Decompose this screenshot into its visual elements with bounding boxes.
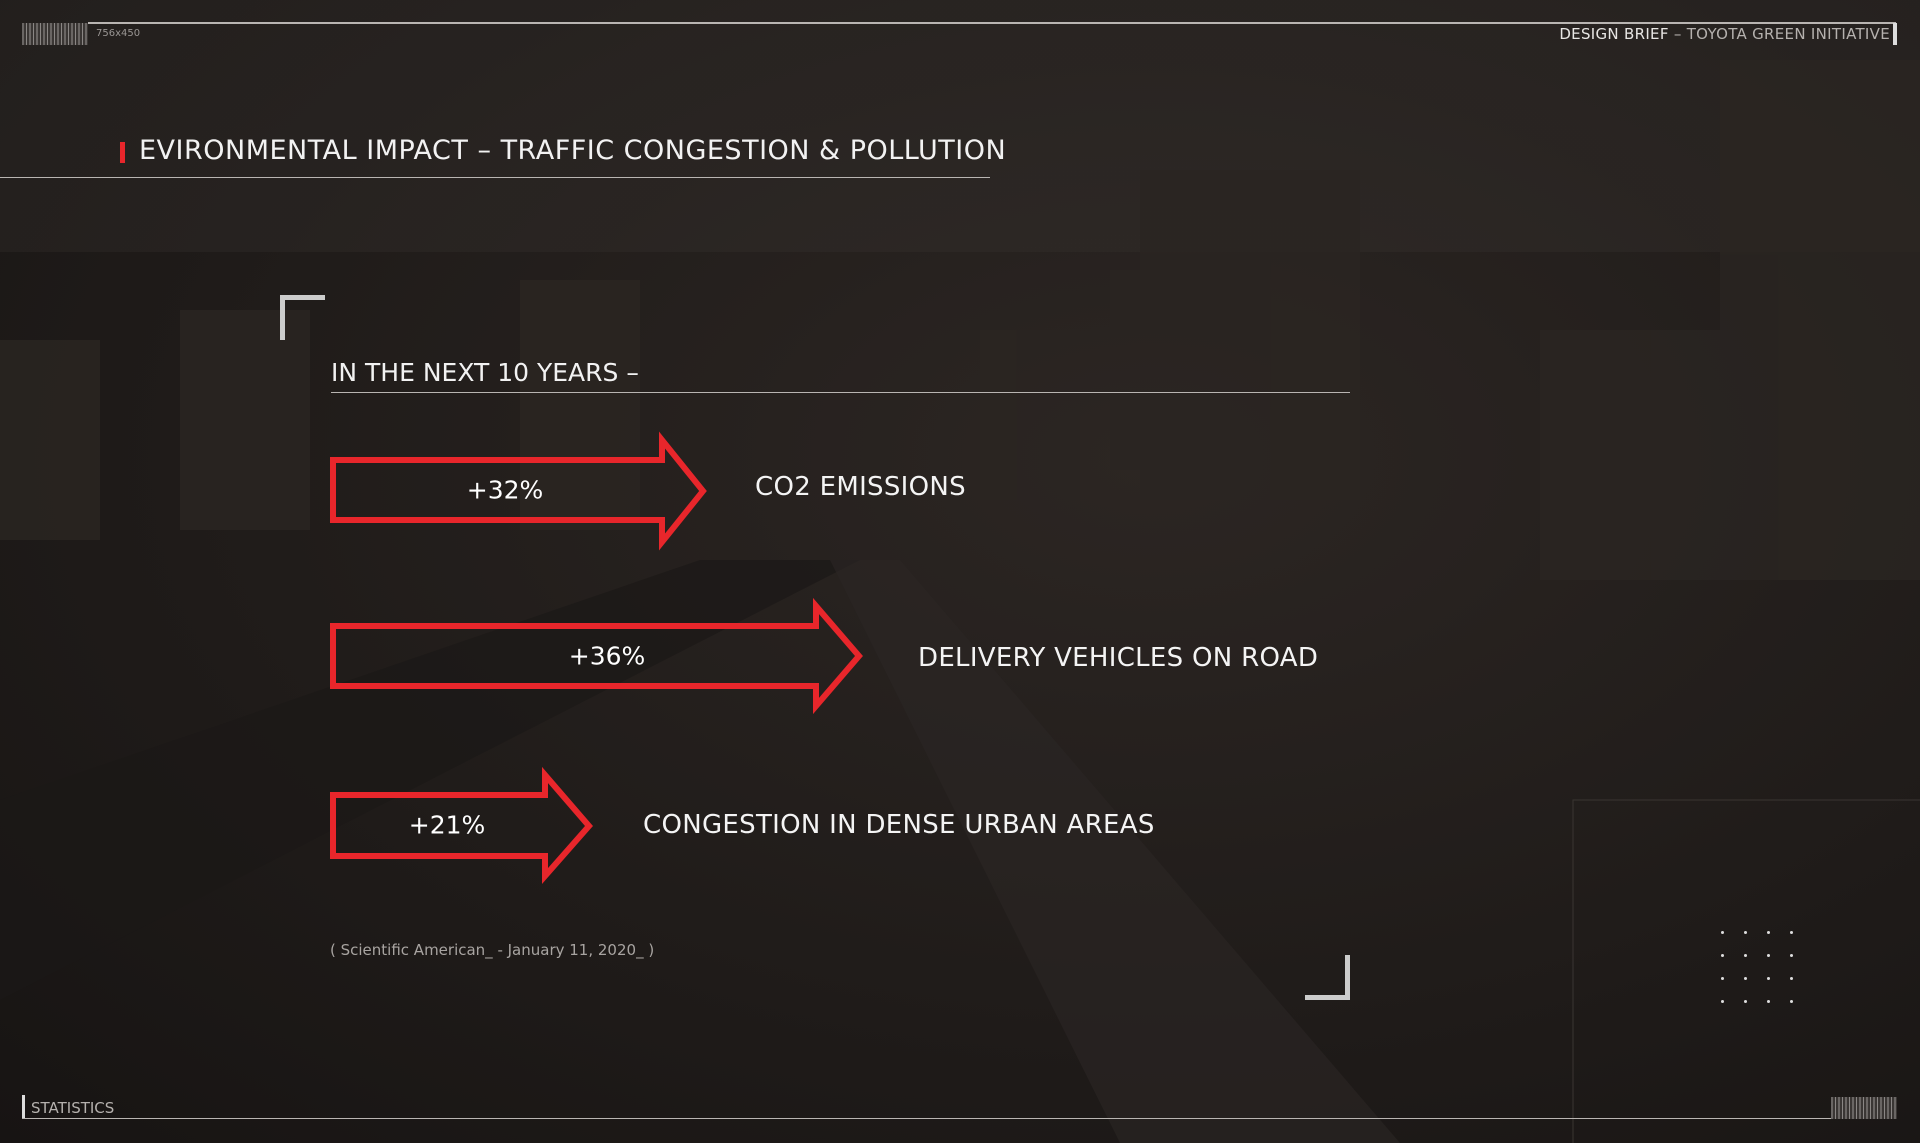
corner-bracket-top-left [280, 295, 325, 340]
title-accent-bar [120, 142, 125, 163]
arrow-co2 [330, 431, 707, 551]
decor-frame [1572, 799, 1920, 1143]
brief-separator: – [1668, 25, 1687, 43]
stat-value-congestion: +21% [408, 810, 486, 840]
stat-value-delivery: +36% [568, 641, 646, 671]
size-tag: 756x450 [96, 28, 141, 39]
section-label: STATISTICS [31, 1099, 115, 1117]
brief-label: DESIGN BRIEF [1559, 25, 1669, 43]
stat-value-co2: +32% [466, 475, 544, 505]
subtitle: IN THE NEXT 10 YEARS – [331, 358, 639, 387]
barcode-decor-bottom-right [1831, 1097, 1897, 1119]
barcode-decor-top-left [22, 23, 88, 45]
header-end-bar [1893, 23, 1897, 45]
brief-project: TOYOTA GREEN INITIATIVE [1686, 25, 1890, 43]
bottom-rule [22, 1118, 1831, 1119]
footer-start-bar [22, 1095, 25, 1119]
arrow-congestion [330, 766, 593, 884]
subtitle-underline [331, 392, 1350, 393]
dot-grid-decor [1721, 931, 1793, 1003]
page-title: EVIRONMENTAL IMPACT – TRAFFIC CONGESTION… [139, 135, 1007, 166]
top-rule [88, 22, 1896, 24]
title-underline [0, 177, 990, 178]
corner-bracket-bottom-right [1305, 955, 1350, 1000]
arrow-delivery [330, 597, 863, 715]
design-brief-header: DESIGN BRIEF – TOYOTA GREEN INITIATIVE [1559, 25, 1890, 43]
stat-label-congestion: CONGESTION IN DENSE URBAN AREAS [643, 810, 1155, 840]
source-citation: ( Scientific American_ - January 11, 202… [330, 941, 655, 959]
stat-label-delivery: DELIVERY VEHICLES ON ROAD [918, 643, 1319, 673]
stat-label-co2: CO2 EMISSIONS [755, 472, 966, 502]
